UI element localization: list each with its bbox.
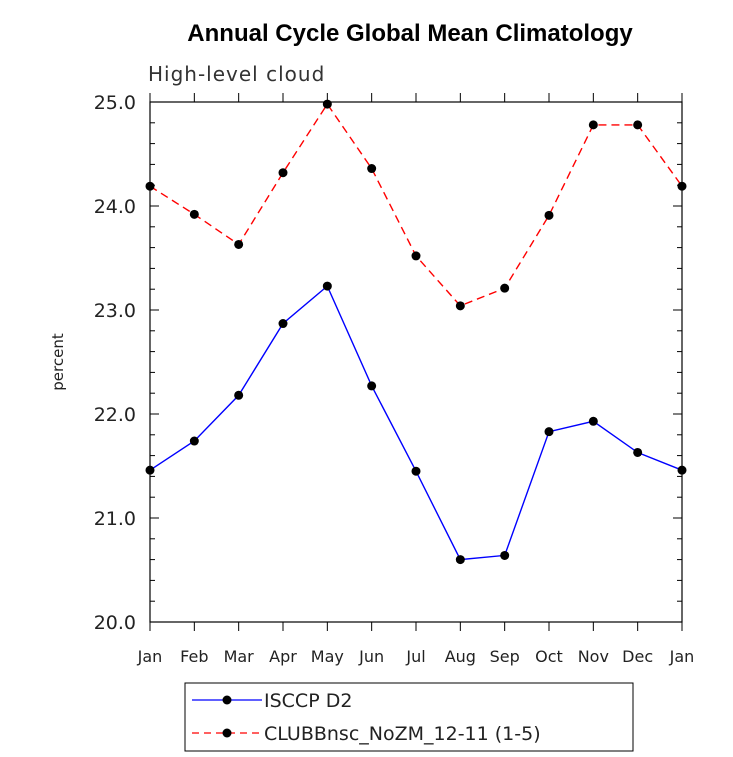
data-point-1	[411, 251, 421, 261]
data-point-1	[633, 120, 643, 130]
legend-label-isccp: ISCCP D2	[264, 690, 352, 712]
x-tick-label: Sep	[490, 647, 520, 666]
data-point-0	[544, 427, 554, 437]
x-tick-label: Mar	[224, 647, 255, 666]
legend: ISCCP D2 CLUBBnsc_NoZM_12-11 (1-5)	[184, 682, 634, 752]
axis-ticks: 20.0 21.0 22.0 23.0 24.0 25.0 Jan Feb Mar Apr May J…	[94, 92, 695, 666]
data-point-0	[455, 555, 465, 565]
data-point-1	[455, 301, 465, 311]
legend-marker-clubb	[222, 728, 232, 738]
x-tick-label: Nov	[578, 647, 609, 666]
x-tick-label: May	[311, 647, 344, 666]
plot-frame	[149, 101, 683, 623]
data-point-0	[500, 550, 510, 560]
x-tick-label: Jan	[137, 647, 163, 666]
data-point-0	[588, 416, 598, 426]
data-point-0	[367, 381, 377, 391]
data-point-1	[544, 210, 554, 220]
series-line-1	[149, 102, 683, 307]
y-axis-label: percent	[49, 333, 67, 391]
data-point-1	[189, 209, 199, 219]
data-point-0	[234, 390, 244, 400]
x-tick-label: Feb	[180, 647, 208, 666]
y-tick-label: 21.0	[94, 508, 136, 530]
data-point-0	[189, 436, 199, 446]
data-point-1	[234, 239, 244, 249]
chart-title: Annual Cycle Global Mean Climatology	[187, 20, 633, 47]
y-tick-label: 23.0	[94, 300, 136, 322]
data-point-1	[278, 168, 288, 178]
data-series	[145, 99, 687, 565]
chart-subtitle: High-level cloud	[148, 62, 325, 86]
data-point-0	[322, 281, 332, 291]
x-tick-label: Apr	[269, 647, 297, 666]
x-tick-label: Jan	[669, 647, 695, 666]
x-tick-label: Jun	[358, 647, 384, 666]
x-tick-label: Aug	[445, 647, 476, 666]
data-point-1	[367, 164, 377, 174]
series-line-0	[149, 284, 683, 561]
data-point-0	[411, 466, 421, 476]
legend-marker-isccp	[222, 695, 232, 705]
data-point-0	[278, 319, 288, 329]
y-tick-label: 25.0	[94, 92, 136, 114]
data-point-1	[588, 120, 598, 130]
y-tick-label: 22.0	[94, 404, 136, 426]
legend-label-clubb: CLUBBnsc_NoZM_12-11 (1-5)	[264, 723, 541, 745]
data-point-1	[500, 283, 510, 293]
data-point-0	[633, 447, 643, 457]
y-tick-label: 20.0	[94, 612, 136, 634]
x-tick-label: Oct	[535, 647, 563, 666]
y-tick-label: 24.0	[94, 196, 136, 218]
data-point-1	[322, 99, 332, 109]
x-tick-label: Dec	[622, 647, 653, 666]
legend-box	[184, 682, 634, 752]
x-tick-label: Jul	[405, 647, 425, 666]
